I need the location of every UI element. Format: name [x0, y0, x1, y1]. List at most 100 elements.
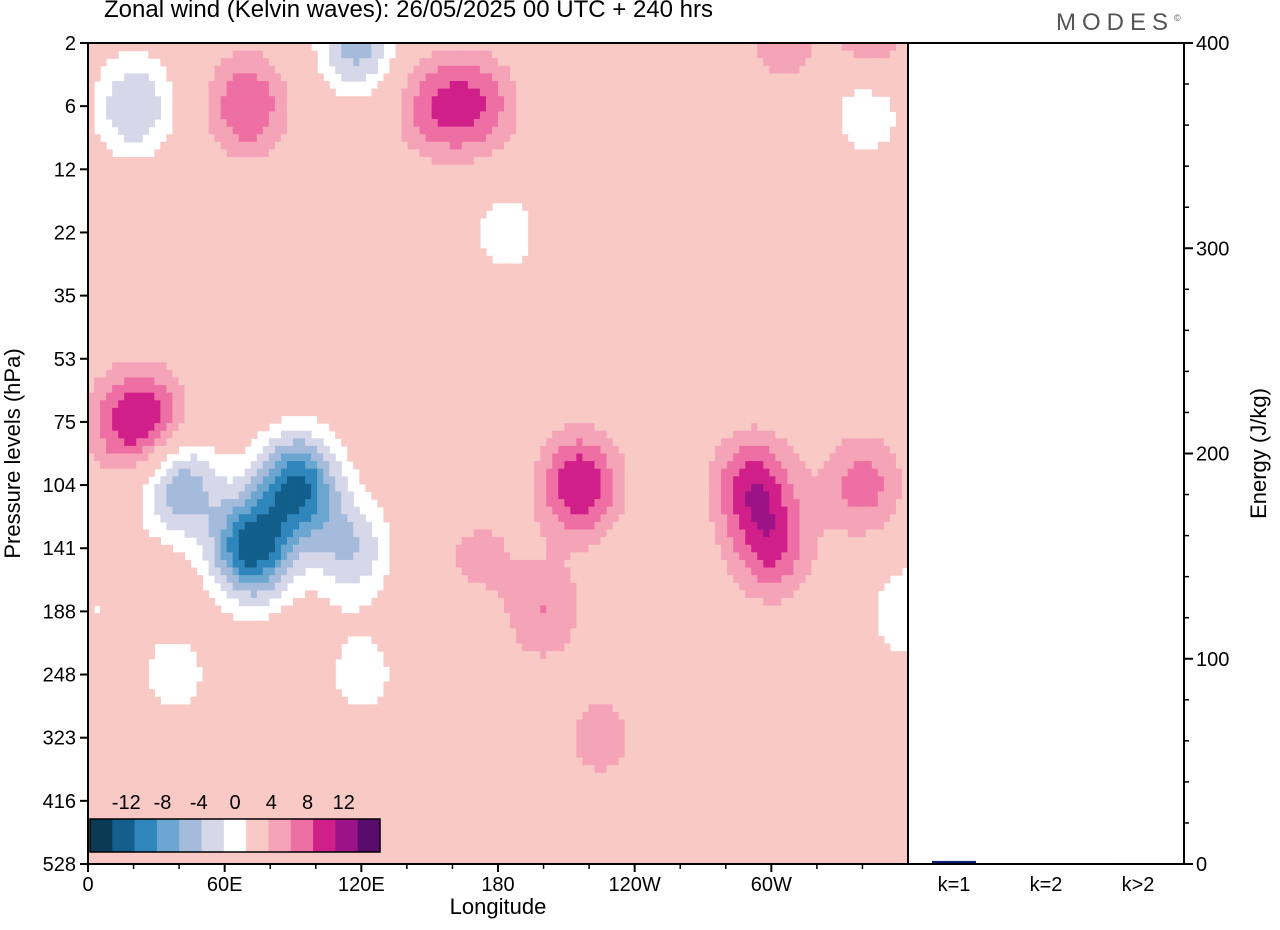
- heatmap-cell: [311, 240, 318, 249]
- heatmap-cell: [286, 255, 294, 265]
- heatmap-cell: [793, 233, 801, 242]
- heatmap-cell: [588, 240, 596, 249]
- heatmap-cell: [323, 195, 330, 204]
- heatmap-cell: [829, 58, 837, 67]
- heatmap-cell: [274, 50, 282, 59]
- heatmap-cell: [124, 240, 131, 249]
- heatmap-cell: [299, 217, 306, 227]
- heatmap-cell: [889, 65, 897, 75]
- heatmap-cell: [793, 65, 801, 75]
- heatmap-cell: [208, 88, 216, 97]
- heatmap-cell: [347, 164, 354, 173]
- heatmap-cell: [654, 58, 662, 67]
- heatmap-cell: [359, 263, 366, 272]
- heatmap-cell: [106, 324, 113, 333]
- heatmap-cell: [889, 324, 897, 333]
- heatmap-cell: [317, 111, 324, 120]
- heatmap-cell: [437, 278, 445, 287]
- heatmap-cell: [425, 331, 433, 341]
- heatmap-cell: [317, 172, 324, 181]
- heatmap-cell: [727, 43, 734, 52]
- heatmap-cell: [317, 88, 324, 97]
- heatmap-cell: [648, 111, 656, 120]
- heatmap-cell: [877, 271, 885, 280]
- heatmap-cell: [594, 210, 602, 219]
- heatmap-cell: [847, 81, 855, 90]
- heatmap-cell: [280, 149, 288, 158]
- heatmap-cell: [739, 96, 746, 105]
- heatmap-cell: [202, 195, 210, 204]
- heatmap-cell: [666, 172, 674, 181]
- heatmap-cell: [648, 309, 656, 318]
- heatmap-cell: [365, 172, 372, 181]
- heatmap-cell: [208, 65, 216, 75]
- heatmap-cell: [709, 50, 716, 59]
- heatmap-cell: [142, 187, 149, 196]
- heatmap-cell: [485, 202, 493, 211]
- heatmap-cell: [684, 263, 692, 272]
- heatmap-cell: [877, 172, 885, 181]
- heatmap-cell: [534, 263, 541, 272]
- heatmap-cell: [299, 73, 306, 82]
- heatmap-cell: [365, 225, 372, 234]
- heatmap-cell: [721, 217, 728, 227]
- heatmap-cell: [449, 149, 457, 158]
- heatmap-cell: [889, 50, 897, 59]
- heatmap-cell: [552, 316, 559, 325]
- heatmap-cell: [293, 43, 300, 52]
- heatmap-cell: [684, 81, 692, 90]
- heatmap-cell: [696, 210, 704, 219]
- heatmap-cell: [624, 187, 632, 196]
- heatmap-cell: [262, 240, 270, 249]
- heatmap-cell: [672, 111, 680, 120]
- heatmap-cell: [299, 324, 306, 333]
- heatmap-cell: [142, 293, 149, 303]
- heatmap-cell: [124, 73, 131, 82]
- heatmap-cell: [485, 65, 493, 75]
- heatmap-cell: [636, 43, 644, 52]
- heatmap-cell: [262, 149, 270, 158]
- heatmap-cell: [401, 202, 409, 211]
- heatmap-cell: [238, 119, 246, 128]
- heatmap-cell: [166, 217, 174, 227]
- heatmap-cell: [365, 187, 372, 196]
- heatmap-cell: [696, 240, 704, 249]
- heatmap-cell: [835, 103, 843, 113]
- heatmap-cell: [889, 286, 897, 295]
- heatmap-cell: [721, 240, 728, 249]
- heatmap-cell: [371, 172, 379, 181]
- heatmap-cell: [709, 286, 716, 295]
- heatmap-cell: [118, 119, 125, 128]
- heatmap-cell: [479, 134, 487, 143]
- heatmap-cell: [166, 278, 174, 287]
- heatmap-cell: [745, 233, 752, 242]
- heatmap-cell: [703, 293, 710, 303]
- heatmap-cell: [901, 255, 908, 265]
- heatmap-cell: [172, 225, 180, 234]
- heatmap-cell: [395, 172, 403, 181]
- heatmap-cell: [636, 217, 644, 227]
- heatmap-cell: [684, 278, 692, 287]
- heatmap-cell: [491, 96, 499, 105]
- heatmap-cell: [437, 233, 445, 242]
- heatmap-cell: [600, 278, 608, 287]
- heatmap-cell: [721, 164, 728, 173]
- heatmap-cell: [389, 179, 397, 189]
- heatmap-cell: [546, 179, 553, 189]
- heatmap-cell: [226, 157, 234, 166]
- heatmap-cell: [383, 179, 391, 189]
- heatmap-cell: [841, 210, 849, 219]
- heatmap-cell: [479, 88, 487, 97]
- heatmap-cell: [238, 134, 246, 143]
- heatmap-cell: [570, 164, 577, 173]
- heatmap-cell: [660, 316, 668, 325]
- heatmap-cell: [268, 50, 276, 59]
- heatmap-cell: [208, 217, 216, 227]
- heatmap-cell: [829, 293, 837, 303]
- heatmap-cell: [142, 96, 149, 105]
- heatmap-cell: [757, 149, 764, 158]
- heatmap-cell: [491, 65, 499, 75]
- heatmap-cell: [606, 217, 614, 227]
- heatmap-cell: [473, 225, 481, 234]
- heatmap-cell: [504, 309, 511, 318]
